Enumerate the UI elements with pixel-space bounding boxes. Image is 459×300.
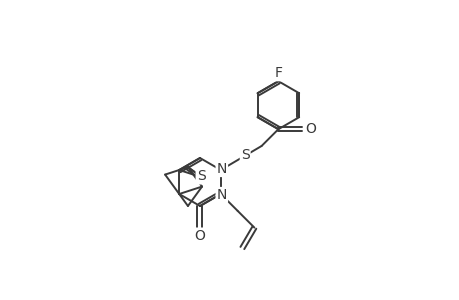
Text: S: S bbox=[240, 148, 249, 162]
Text: F: F bbox=[274, 66, 282, 80]
Text: N: N bbox=[216, 162, 226, 176]
Text: N: N bbox=[216, 188, 226, 202]
Text: O: O bbox=[194, 229, 205, 243]
Text: S: S bbox=[196, 169, 205, 183]
Text: O: O bbox=[304, 122, 315, 136]
